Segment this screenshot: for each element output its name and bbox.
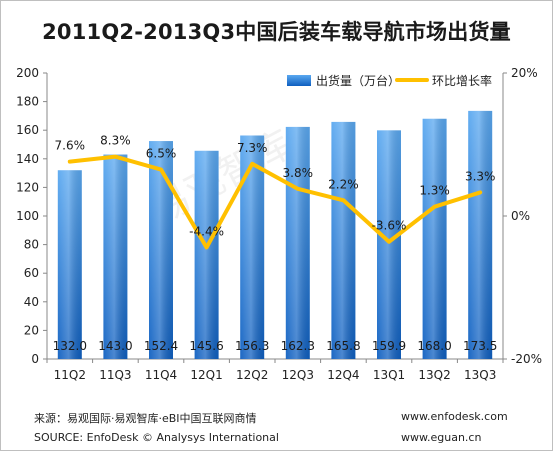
bar-value-label: 173.5	[463, 339, 497, 353]
y-right-tick-label: 0%	[511, 209, 530, 223]
legend-line-label: 环比增长率	[432, 73, 492, 88]
bar-shine	[331, 121, 356, 359]
line-value-label: 6.5%	[146, 147, 177, 161]
bar-shine	[194, 150, 219, 359]
bar-value-label: 168.0	[417, 339, 451, 353]
bar-value-label: 145.6	[189, 339, 223, 353]
y-left-tick-label: 80	[24, 238, 39, 252]
bar-shine	[149, 141, 173, 359]
bar-shine	[57, 170, 82, 359]
x-tick-label: 13Q2	[418, 368, 450, 382]
x-tick-label: 12Q3	[282, 368, 314, 382]
x-tick-label: 12Q4	[327, 368, 359, 382]
x-tick-label: 12Q2	[236, 368, 268, 382]
legend-bar-label: 出货量（万台）	[316, 73, 400, 88]
line-value-label: 7.6%	[55, 139, 86, 153]
bar-shine	[468, 110, 493, 360]
bar-value-label: 152.4	[144, 339, 178, 353]
bar-shine	[240, 135, 265, 359]
line-value-label: -3.6%	[372, 219, 407, 233]
source-cn: 来源：易观国际·易观智库·eBI中国互联网商情	[34, 412, 257, 425]
line-value-label: 2.2%	[328, 177, 359, 191]
growth-rate-line	[67, 154, 483, 250]
bar-value-label: 132.0	[53, 339, 87, 353]
bar-shine	[285, 126, 310, 359]
bar-shine	[422, 118, 447, 359]
y-left-tick-label: 0	[31, 352, 39, 366]
y-left-tick-label: 200	[16, 66, 39, 80]
x-tick-label: 11Q4	[145, 368, 177, 382]
line-value-label: 8.3%	[100, 134, 131, 148]
bar-value-label: 165.8	[326, 339, 360, 353]
y-left-tick-label: 40	[24, 295, 39, 309]
y-left-tick-label: 140	[16, 152, 39, 166]
bar-shine	[103, 154, 128, 359]
source-en: SOURCE: EnfoDesk © Analysys Internationa…	[34, 431, 279, 444]
footer-url-1[interactable]: www.enfodesk.com	[401, 410, 508, 423]
y-right-tick-label: -20%	[511, 352, 542, 366]
bar-value-label: 159.9	[372, 339, 406, 353]
line-value-label: 1.3%	[419, 184, 450, 198]
x-tick-label: 13Q1	[373, 368, 405, 382]
line-value-label: -4.4%	[189, 224, 224, 238]
y-right-tick-label: 20%	[511, 66, 538, 80]
bar-value-label: 156.3	[235, 339, 269, 353]
y-left-tick-label: 100	[16, 209, 39, 223]
y-left-tick-label: 20	[24, 323, 39, 337]
bar-value-label: 143.0	[98, 339, 132, 353]
x-tick-label: 12Q1	[190, 368, 222, 382]
x-tick-label: 11Q3	[99, 368, 131, 382]
line-value-label: 3.8%	[283, 166, 314, 180]
footer-url-2[interactable]: www.eguan.cn	[401, 431, 482, 444]
bar-value-label: 162.3	[281, 339, 315, 353]
x-tick-label: 11Q2	[54, 368, 86, 382]
y-left-tick-label: 160	[16, 123, 39, 137]
line-value-label: 7.3%	[237, 141, 268, 155]
line-value-label: 3.3%	[465, 169, 496, 183]
bar-shine	[377, 130, 401, 359]
chart-title: 2011Q2-2013Q3中国后装车载导航市场出货量	[42, 20, 511, 44]
x-tick-label: 13Q3	[464, 368, 496, 382]
y-left-tick-label: 180	[16, 95, 39, 109]
legend-bar-swatch	[287, 75, 311, 86]
y-left-tick-label: 120	[16, 180, 39, 194]
y-left-tick-label: 60	[24, 266, 39, 280]
